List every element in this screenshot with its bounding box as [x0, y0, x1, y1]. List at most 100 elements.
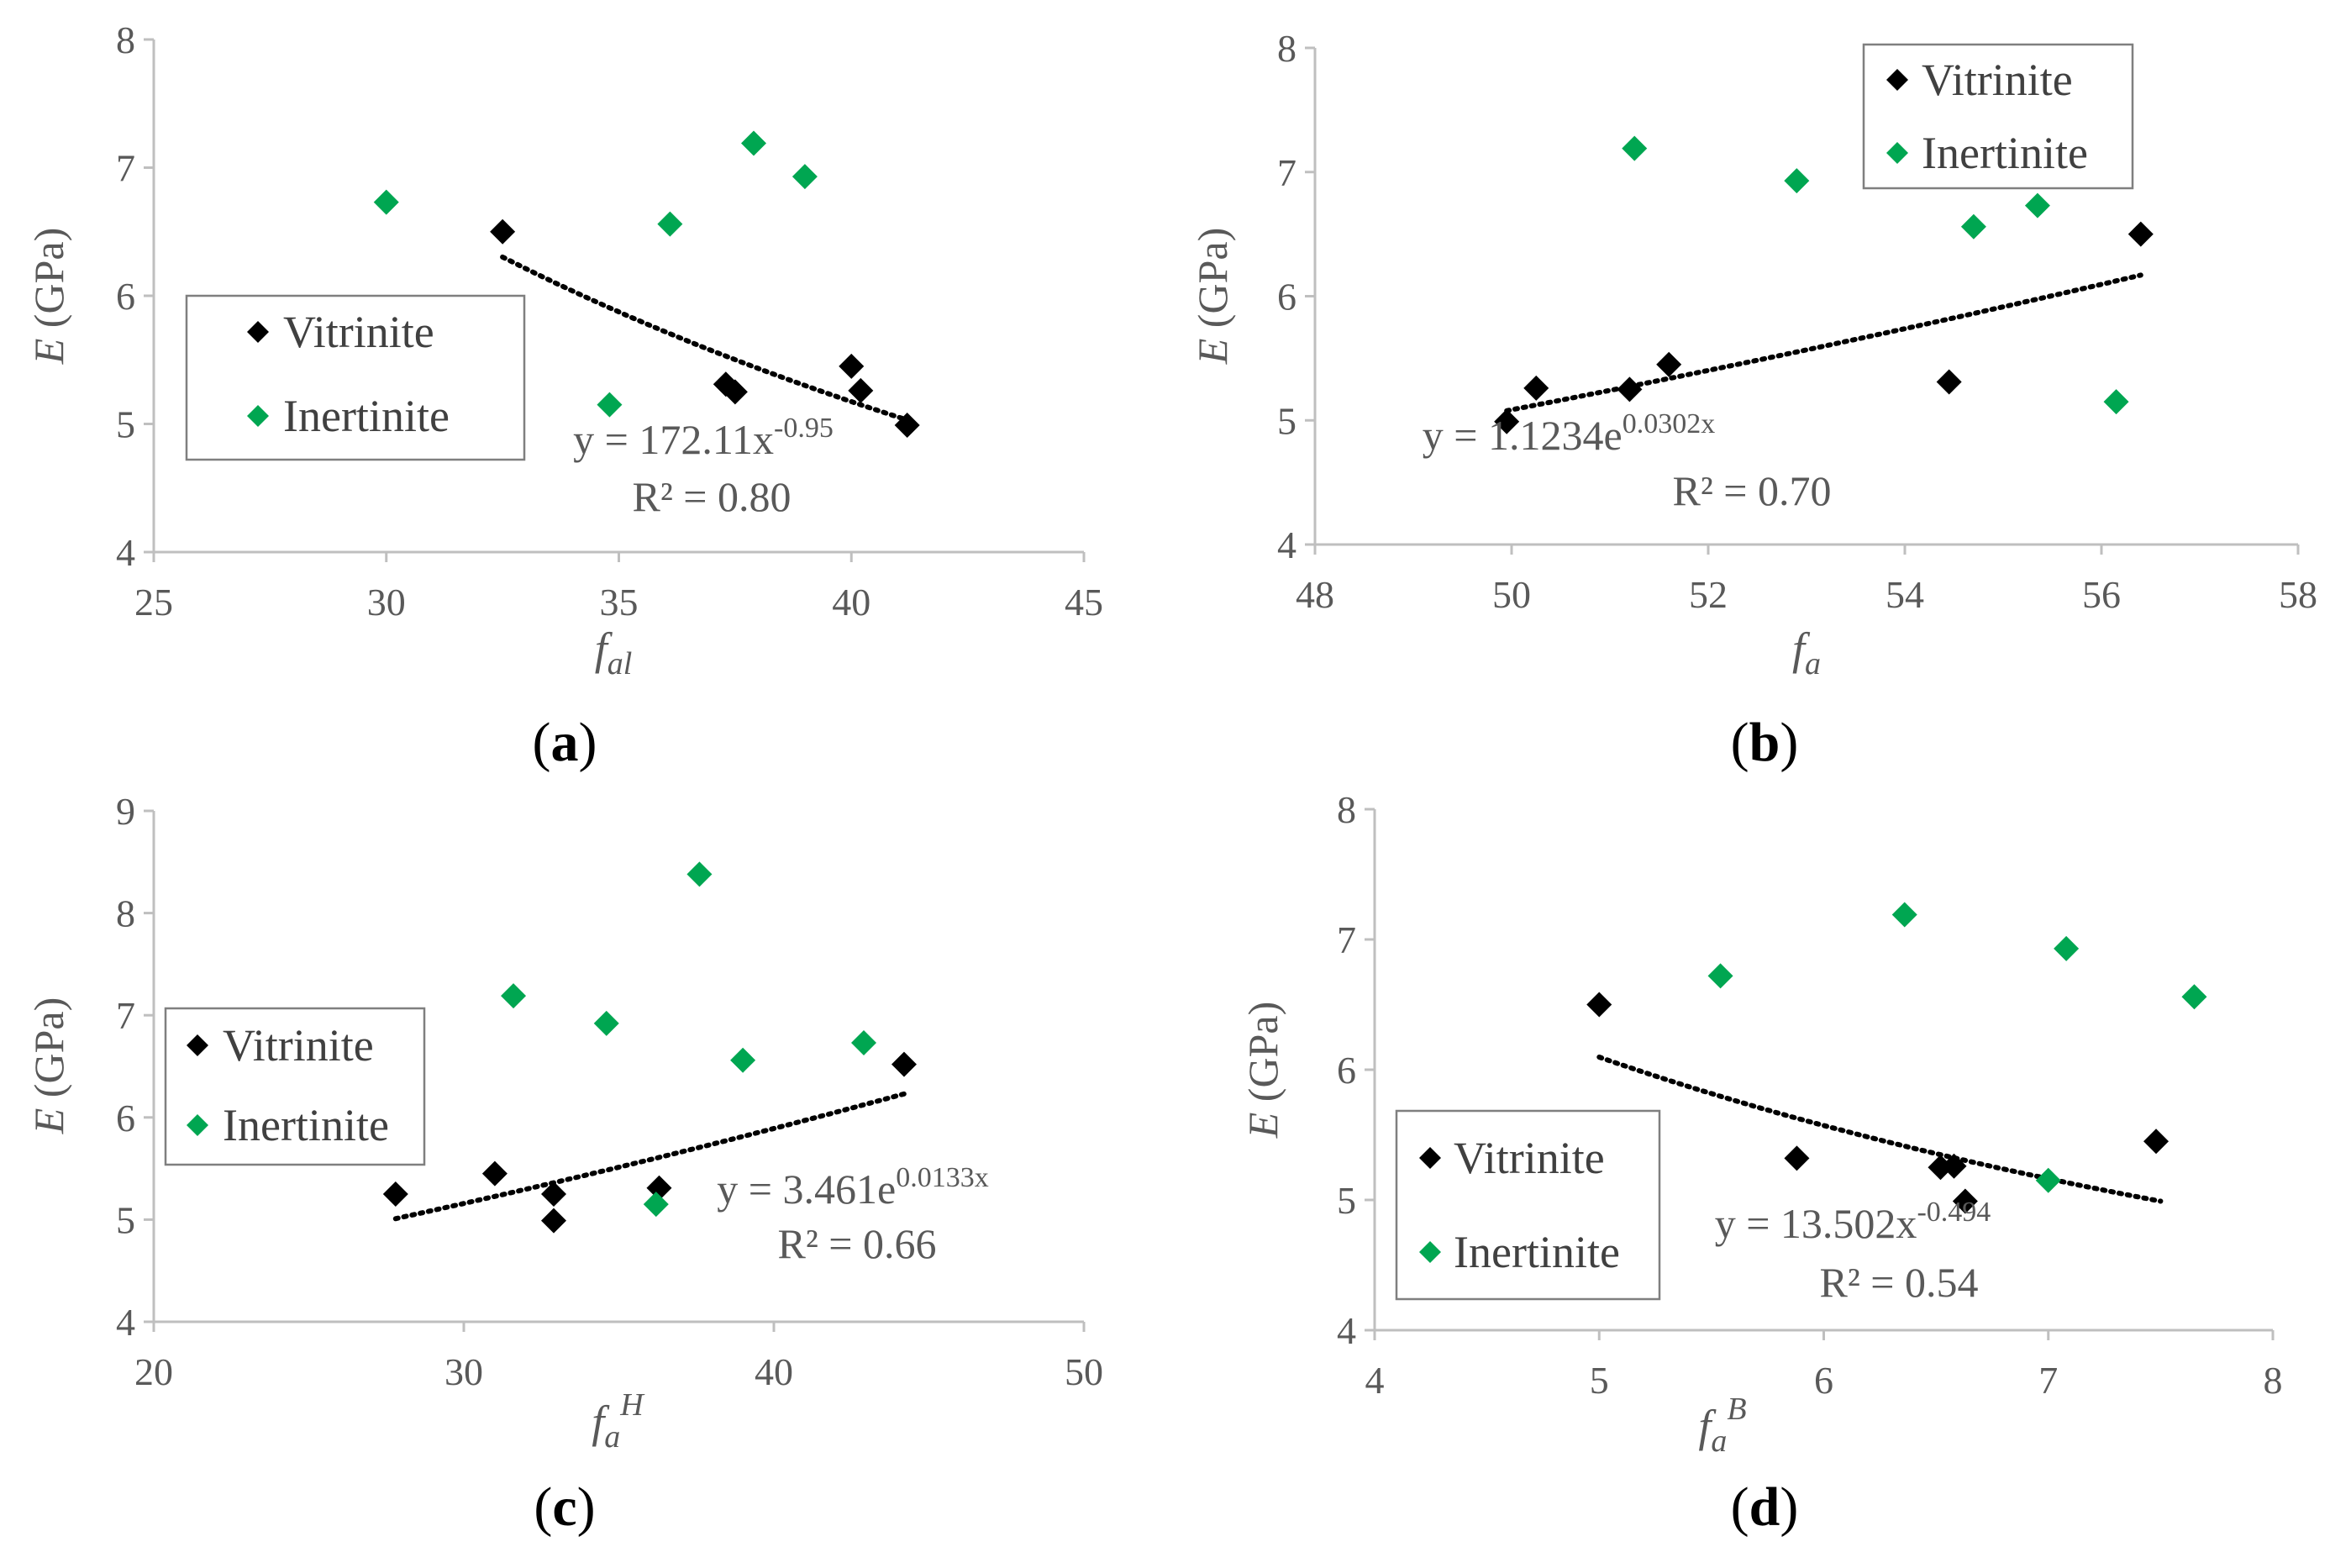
vitrinite-point	[646, 1175, 672, 1201]
x-tick-label: 25	[134, 581, 173, 624]
y-tick-label: 7	[116, 147, 135, 190]
inertinite-point	[1891, 902, 1917, 928]
y-tick-label: 6	[1337, 1049, 1356, 1092]
x-tick-label: 4	[1365, 1359, 1385, 1402]
inertinite-point	[1784, 168, 1810, 194]
inertinite-point	[686, 861, 713, 887]
r-squared-label: R² = 0.66	[777, 1220, 936, 1267]
legend-label-vitrinite: Vitrinite	[1454, 1133, 1605, 1183]
inertinite-point	[1960, 213, 1986, 239]
vitrinite-point	[1656, 351, 1682, 377]
trendline	[1504, 272, 2143, 413]
inertinite-point	[593, 1010, 619, 1036]
y-tick-label: 5	[1277, 399, 1296, 442]
inertinite-point	[2024, 192, 2050, 218]
vitrinite-point	[490, 218, 516, 245]
y-tick-label: 6	[116, 1097, 135, 1139]
y-tick-label: 6	[1277, 276, 1296, 318]
vitrinite-point	[541, 1181, 567, 1207]
y-tick-label: 7	[116, 994, 135, 1037]
y-tick-label: 4	[116, 1301, 135, 1344]
y-tick-label: 7	[1277, 151, 1296, 194]
y-axis-label: E (GPa)	[1189, 228, 1236, 365]
panel-label: (c)	[534, 1476, 595, 1538]
x-tick-label: 50	[1492, 573, 1531, 616]
legend-label-inertinite: Inertinite	[1922, 128, 2088, 178]
legend-marker-inertinite	[247, 405, 269, 427]
y-tick-label: 5	[116, 403, 135, 446]
legend: Vitrinite Inertinite	[1862, 43, 2134, 190]
y-axis-label: E (GPa)	[25, 997, 72, 1134]
x-tick-label: 52	[1689, 573, 1728, 616]
legend-marker-inertinite	[1419, 1241, 1441, 1263]
x-tick-label: 7	[2038, 1359, 2058, 1402]
trendline	[392, 1091, 907, 1222]
inertinite-point	[2035, 1167, 2061, 1193]
legend: Vitrinite Inertinite	[185, 294, 526, 461]
legend-box	[164, 1007, 426, 1166]
chart-panel-d: 4 5 6 7 8 4 5 6 7 8 E (GPa) faB y = 13.502x-0.494 R² …	[1239, 788, 2283, 1538]
vitrinite-point	[2127, 221, 2154, 247]
legend-label-vitrinite: Vitrinite	[1922, 55, 2073, 105]
vitrinite-point	[1936, 369, 1962, 395]
inertinite-point	[1707, 963, 1733, 989]
vitrinite-point	[2143, 1129, 2170, 1155]
legend-label-inertinite: Inertinite	[223, 1100, 389, 1150]
legend: Vitrinite Inertinite	[164, 1007, 426, 1166]
trendline-equation: y = 3.461e0.0133x	[717, 1162, 988, 1213]
y-tick-label: 8	[1277, 27, 1296, 70]
r-squared-label: R² = 0.54	[1819, 1259, 1978, 1306]
vitrinite-point	[1784, 1145, 1810, 1171]
legend-label-inertinite: Inertinite	[283, 391, 450, 441]
x-axis-label: fa	[1792, 624, 1821, 681]
vitrinite-point	[1586, 992, 1612, 1018]
x-tick-label: 40	[832, 581, 870, 624]
inertinite-point	[2181, 984, 2207, 1010]
trendline	[500, 254, 910, 423]
r-squared-label: R² = 0.70	[1672, 467, 1831, 514]
inertinite-point	[792, 164, 818, 190]
y-tick-label: 6	[116, 275, 135, 318]
y-axis-label: E (GPa)	[1239, 1002, 1286, 1139]
legend-box	[1395, 1109, 1661, 1301]
inertinite-point	[851, 1030, 877, 1056]
y-tick-label: 5	[1337, 1179, 1356, 1222]
vitrinite-point	[1952, 1188, 1978, 1214]
x-tick-label: 30	[444, 1350, 483, 1393]
trendline-equation: y = 172.11x-0.95	[573, 413, 834, 463]
x-tick-label: 58	[2279, 573, 2317, 616]
legend-box	[185, 294, 526, 461]
vitrinite-point	[1523, 375, 1549, 401]
vitrinite-point	[848, 377, 874, 403]
x-tick-label: 35	[600, 581, 639, 624]
y-tick-label: 4	[1337, 1309, 1356, 1352]
vitrinite-point	[481, 1160, 508, 1187]
trendline-equation: y = 1.1234e0.0302x	[1423, 408, 1715, 459]
vitrinite-point	[722, 379, 748, 405]
legend-box	[1862, 43, 2134, 190]
legend: Vitrinite Inertinite	[1395, 1109, 1661, 1301]
y-axis-label: E (GPa)	[25, 228, 72, 365]
y-tick-label: 8	[116, 892, 135, 935]
legend-label-vitrinite: Vitrinite	[223, 1020, 374, 1071]
legend-marker-inertinite	[187, 1114, 208, 1136]
x-tick-label: 54	[1886, 573, 1924, 616]
vitrinite-point	[839, 353, 865, 379]
inertinite-point	[597, 392, 623, 418]
panel-label: (d)	[1731, 1476, 1799, 1538]
x-axis-label: fal	[595, 624, 633, 681]
vitrinite-point	[1494, 408, 1520, 434]
x-axis-label: faH	[592, 1387, 645, 1455]
x-tick-label: 20	[134, 1350, 173, 1393]
x-tick-label: 30	[367, 581, 406, 624]
inertinite-point	[657, 211, 683, 237]
vitrinite-point	[1941, 1153, 1967, 1179]
inertinite-point	[2103, 389, 2129, 415]
legend-marker-vitrinite	[247, 321, 269, 343]
x-tick-label: 40	[755, 1350, 793, 1393]
legend-marker-inertinite	[1886, 142, 1908, 164]
y-tick-label: 4	[1277, 524, 1296, 566]
